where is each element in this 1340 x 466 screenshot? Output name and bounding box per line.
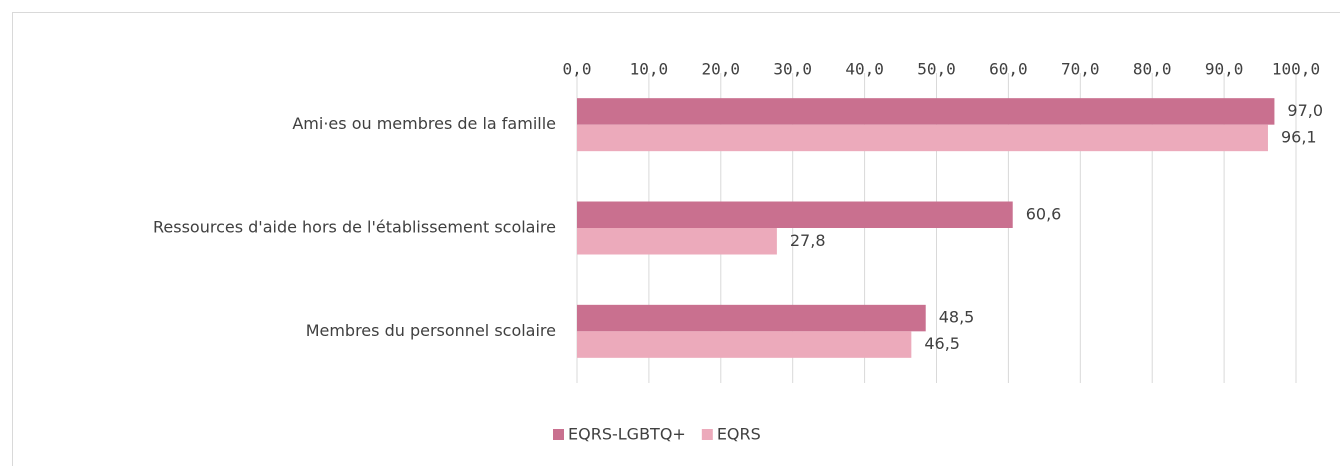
x-tick-label: 80,0 — [1133, 60, 1172, 79]
legend-swatch — [553, 429, 564, 440]
bar — [577, 201, 1013, 228]
data-label: 97,0 — [1287, 101, 1323, 120]
chart-frame — [12, 12, 1340, 466]
data-label: 96,1 — [1281, 127, 1317, 146]
data-label: 46,5 — [924, 334, 960, 353]
data-label: 27,8 — [790, 231, 826, 250]
data-label: 60,6 — [1026, 204, 1062, 223]
x-tick-label: 10,0 — [630, 60, 669, 79]
y-tick-label: Ami·es ou membres de la famille — [292, 114, 556, 133]
y-tick-label: Ressources d'aide hors de l'établissemen… — [153, 218, 556, 237]
x-tick-label: 60,0 — [989, 60, 1028, 79]
legend-swatch — [701, 429, 713, 440]
bar — [577, 331, 912, 358]
bar — [577, 124, 1268, 152]
x-tick-label: 50,0 — [917, 60, 956, 79]
bar — [577, 304, 926, 332]
x-tick-label: 0,0 — [563, 60, 592, 79]
x-tick-label: 20,0 — [702, 60, 741, 79]
data-label: 48,5 — [939, 308, 975, 327]
bar — [577, 228, 777, 255]
legend-label: EQRS — [717, 425, 761, 444]
x-tick-label: 100,0 — [1272, 60, 1320, 79]
x-tick-label: 70,0 — [1061, 60, 1100, 79]
x-tick-label: 30,0 — [773, 60, 812, 79]
bar — [577, 98, 1275, 125]
y-tick-label: Membres du personnel scolaire — [306, 321, 556, 340]
x-tick-label: 40,0 — [845, 60, 884, 79]
x-tick-label: 90,0 — [1205, 60, 1244, 79]
legend-label: EQRS-LGBTQ+ — [568, 425, 686, 444]
